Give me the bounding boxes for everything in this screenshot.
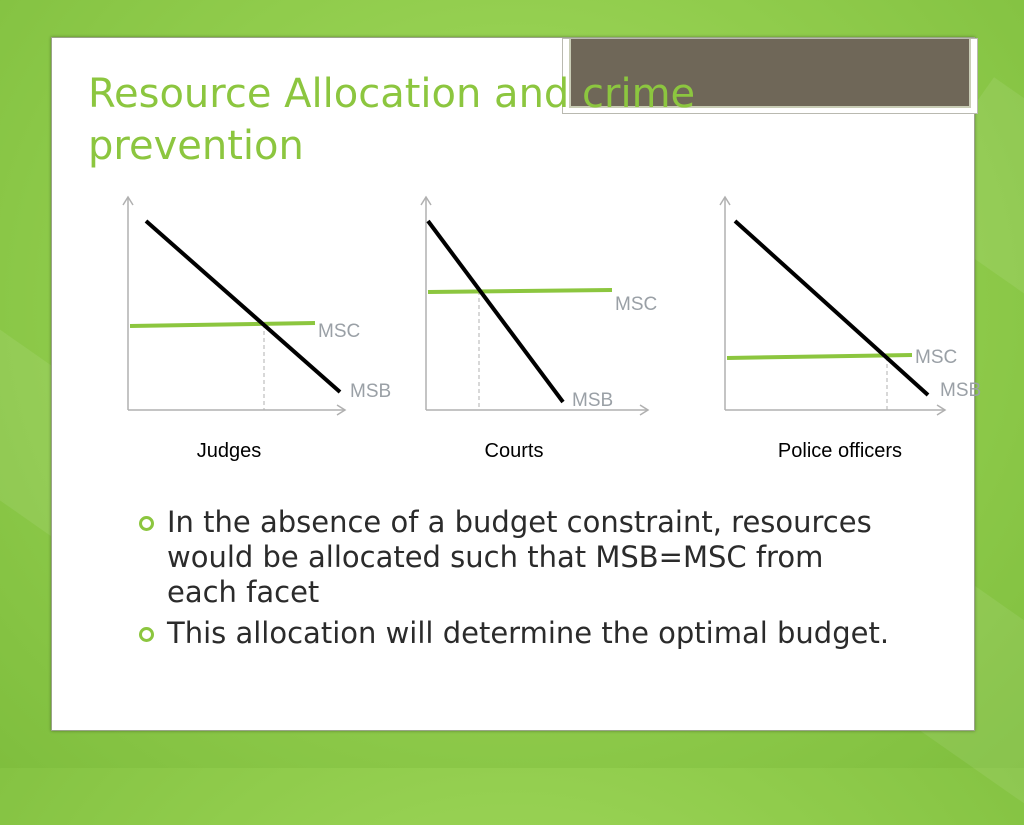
title-plate	[562, 38, 978, 114]
msb-line	[144, 219, 342, 394]
bullet-list: In the absence of a budget constraint, r…	[138, 505, 898, 657]
msb-line	[426, 219, 565, 404]
panel-caption-courts: Courts	[485, 440, 544, 462]
bullet-item: This allocation will determine the optim…	[138, 616, 898, 651]
y-axis-arrowhead	[719, 195, 731, 206]
panel-caption-judges: Judges	[197, 440, 262, 462]
hollow-circle-bullet-icon	[139, 516, 154, 531]
y-axis-arrowhead	[122, 195, 134, 206]
police-officers-diagram: MSC MSB Police officers	[719, 195, 981, 462]
judges-diagram: MSC MSB Judges	[122, 195, 391, 462]
panel-caption-police-officers: Police officers	[778, 440, 902, 462]
slide-panel	[51, 37, 978, 731]
msb-label: MSB	[940, 380, 981, 401]
msc-label: MSC	[615, 294, 657, 315]
courts-diagram: MSC MSB Courts	[420, 195, 657, 462]
bullet-text: In the absence of a budget constraint, r…	[167, 505, 872, 609]
bullet-text: This allocation will determine the optim…	[167, 616, 890, 650]
x-axis-arrowhead	[639, 404, 650, 416]
x-axis-arrowhead	[936, 404, 947, 416]
slide-title: Resource Allocation and crime prevention	[88, 71, 696, 169]
title-plate-inner	[569, 39, 971, 108]
msc-line	[726, 353, 913, 360]
msb-label: MSB	[572, 390, 613, 411]
msb-msc-diagrams: MSC MSB Judges MSC MSB Courts MSC MSB Po…	[122, 195, 981, 462]
msc-line	[427, 288, 613, 294]
msb-line	[733, 219, 930, 397]
msc-label: MSC	[318, 321, 360, 342]
x-axis-arrowhead	[336, 404, 347, 416]
y-axis-arrowhead	[420, 195, 432, 206]
msc-label: MSC	[915, 347, 957, 368]
msb-label: MSB	[350, 381, 391, 402]
bullet-item: In the absence of a budget constraint, r…	[138, 505, 898, 610]
msc-line	[129, 321, 316, 328]
hollow-circle-bullet-icon	[139, 627, 154, 642]
